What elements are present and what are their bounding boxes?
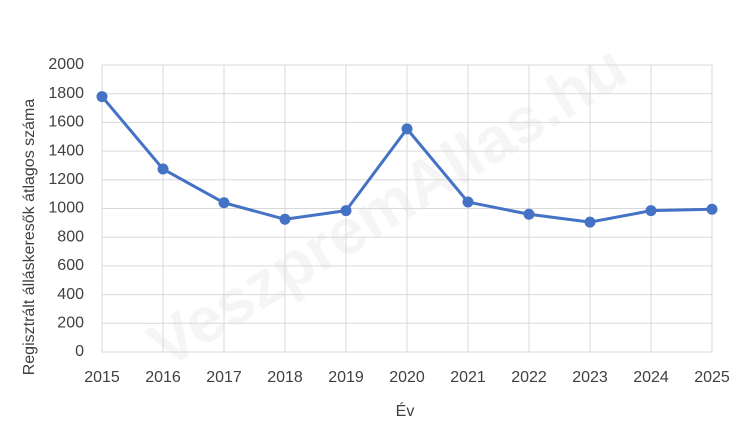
x-tick-label: 2020 [389, 369, 425, 386]
marker [462, 196, 474, 208]
marker [340, 205, 352, 217]
y-tick-label: 1600 [48, 114, 84, 131]
x-axis-label: Év [396, 401, 415, 420]
x-tick-label: 2024 [633, 369, 669, 386]
y-tick-label: 0 [75, 343, 84, 360]
y-tick-label: 1400 [48, 142, 84, 159]
marker [96, 91, 108, 103]
marker [157, 163, 169, 175]
y-tick-label: 2000 [48, 56, 84, 73]
x-tick-label: 2023 [572, 369, 608, 386]
x-tick-label: 2025 [694, 369, 730, 386]
y-tick-label: 400 [57, 286, 84, 303]
y-tick-label: 600 [57, 257, 84, 274]
x-tick-label: 2018 [267, 369, 303, 386]
marker [523, 208, 535, 220]
y-tick-label: 1800 [48, 85, 84, 102]
marker [645, 205, 657, 217]
y-tick-label: 1000 [48, 200, 84, 217]
x-tick-label: 2022 [511, 369, 547, 386]
x-tick-label: 2017 [206, 369, 242, 386]
y-axis-label: Regisztrált álláskeresők átlagos száma [21, 99, 38, 376]
marker [218, 197, 230, 209]
y-tick-label: 800 [57, 228, 84, 245]
x-tick-label: 2016 [145, 369, 181, 386]
x-tick-label: 2015 [84, 369, 120, 386]
marker [401, 123, 413, 135]
y-tick-label: 200 [57, 315, 84, 332]
marker [706, 203, 718, 215]
x-tick-label: 2019 [328, 369, 364, 386]
x-tick-label: 2021 [450, 369, 486, 386]
watermark: VeszpremAllas.hu [136, 30, 639, 381]
y-tick-label: 1200 [48, 171, 84, 188]
marker [279, 213, 291, 225]
marker [584, 216, 596, 228]
